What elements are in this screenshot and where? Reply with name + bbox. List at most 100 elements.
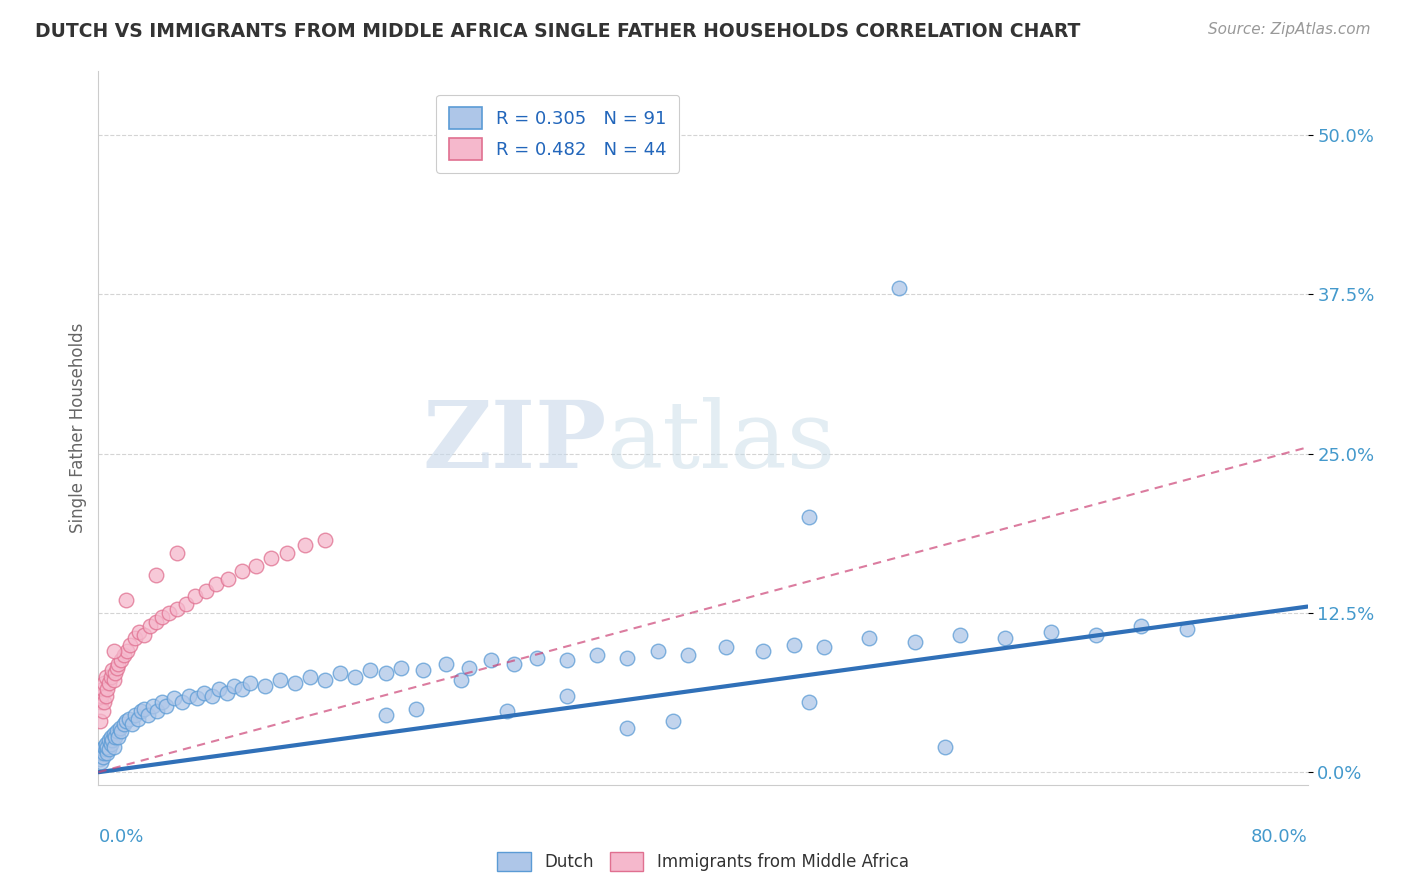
Point — [314, 673, 336, 688]
Point — [136, 707, 159, 722]
Point — [90, 755, 112, 769]
Text: Source: ZipAtlas.com: Source: ZipAtlas.com — [1208, 22, 1371, 37]
Point — [647, 644, 669, 658]
Point — [495, 704, 517, 718]
Point — [108, 721, 131, 735]
Point — [405, 701, 427, 715]
Point — [208, 682, 231, 697]
Point — [374, 707, 396, 722]
Point — [245, 558, 267, 573]
Point — [276, 546, 298, 560]
Point — [94, 737, 117, 751]
Point — [752, 644, 775, 658]
Text: atlas: atlas — [606, 398, 835, 487]
Point — [616, 721, 638, 735]
Point — [98, 676, 121, 690]
Point — [155, 698, 177, 713]
Point — [166, 602, 188, 616]
Point — [103, 673, 125, 688]
Point — [224, 679, 246, 693]
Point — [124, 707, 146, 722]
Point — [96, 739, 118, 754]
Text: DUTCH VS IMMIGRANTS FROM MIDDLE AFRICA SINGLE FATHER HOUSEHOLDS CORRELATION CHAR: DUTCH VS IMMIGRANTS FROM MIDDLE AFRICA S… — [35, 22, 1081, 41]
Text: 0.0%: 0.0% — [98, 828, 143, 846]
Point — [166, 546, 188, 560]
Point — [193, 686, 215, 700]
Point — [104, 730, 127, 744]
Point — [129, 704, 152, 718]
Point — [231, 682, 253, 697]
Point — [105, 661, 128, 675]
Point — [110, 653, 132, 667]
Point — [555, 653, 578, 667]
Point — [112, 648, 135, 662]
Point — [904, 635, 927, 649]
Point — [100, 730, 122, 744]
Point — [145, 615, 167, 629]
Point — [194, 584, 217, 599]
Point — [434, 657, 457, 671]
Point — [526, 650, 548, 665]
Point — [114, 593, 136, 607]
Point — [98, 742, 121, 756]
Point — [314, 533, 336, 548]
Point — [93, 676, 115, 690]
Point — [457, 661, 479, 675]
Point — [145, 567, 167, 582]
Point — [93, 695, 115, 709]
Point — [360, 663, 382, 677]
Point — [949, 627, 972, 641]
Point — [1039, 625, 1062, 640]
Point — [103, 727, 125, 741]
Point — [104, 665, 127, 680]
Point — [94, 670, 117, 684]
Point — [159, 606, 181, 620]
Point — [253, 679, 276, 693]
Point — [93, 746, 115, 760]
Point — [797, 510, 820, 524]
Point — [103, 644, 125, 658]
Point — [329, 665, 352, 680]
Point — [89, 752, 111, 766]
Point — [1175, 623, 1198, 637]
Point — [118, 712, 141, 726]
Point — [100, 737, 122, 751]
Point — [114, 714, 136, 729]
Legend: Dutch, Immigrants from Middle Africa: Dutch, Immigrants from Middle Africa — [489, 843, 917, 880]
Point — [124, 632, 146, 646]
Point — [389, 661, 412, 675]
Point — [1085, 627, 1108, 641]
Point — [616, 650, 638, 665]
Point — [260, 551, 283, 566]
Point — [146, 704, 169, 718]
Point — [112, 716, 135, 731]
Point — [93, 739, 115, 754]
Point — [94, 689, 117, 703]
Point — [217, 572, 239, 586]
Point — [139, 618, 162, 632]
Text: ZIP: ZIP — [422, 398, 606, 487]
Text: 80.0%: 80.0% — [1251, 828, 1308, 846]
Point — [105, 724, 128, 739]
Point — [299, 670, 322, 684]
Point — [239, 676, 262, 690]
Point — [150, 609, 173, 624]
Point — [142, 698, 165, 713]
Point — [120, 638, 142, 652]
Point — [813, 640, 835, 655]
Point — [374, 665, 396, 680]
Point — [1130, 618, 1153, 632]
Point — [174, 597, 197, 611]
Point — [90, 695, 112, 709]
Point — [231, 564, 253, 578]
Point — [889, 281, 911, 295]
Point — [481, 653, 503, 667]
Point — [96, 682, 118, 697]
Point — [90, 689, 112, 703]
Point — [412, 663, 434, 677]
Point — [132, 627, 155, 641]
Y-axis label: Single Father Households: Single Father Households — [69, 323, 87, 533]
Point — [91, 742, 114, 756]
Point — [215, 686, 238, 700]
Point — [94, 742, 117, 756]
